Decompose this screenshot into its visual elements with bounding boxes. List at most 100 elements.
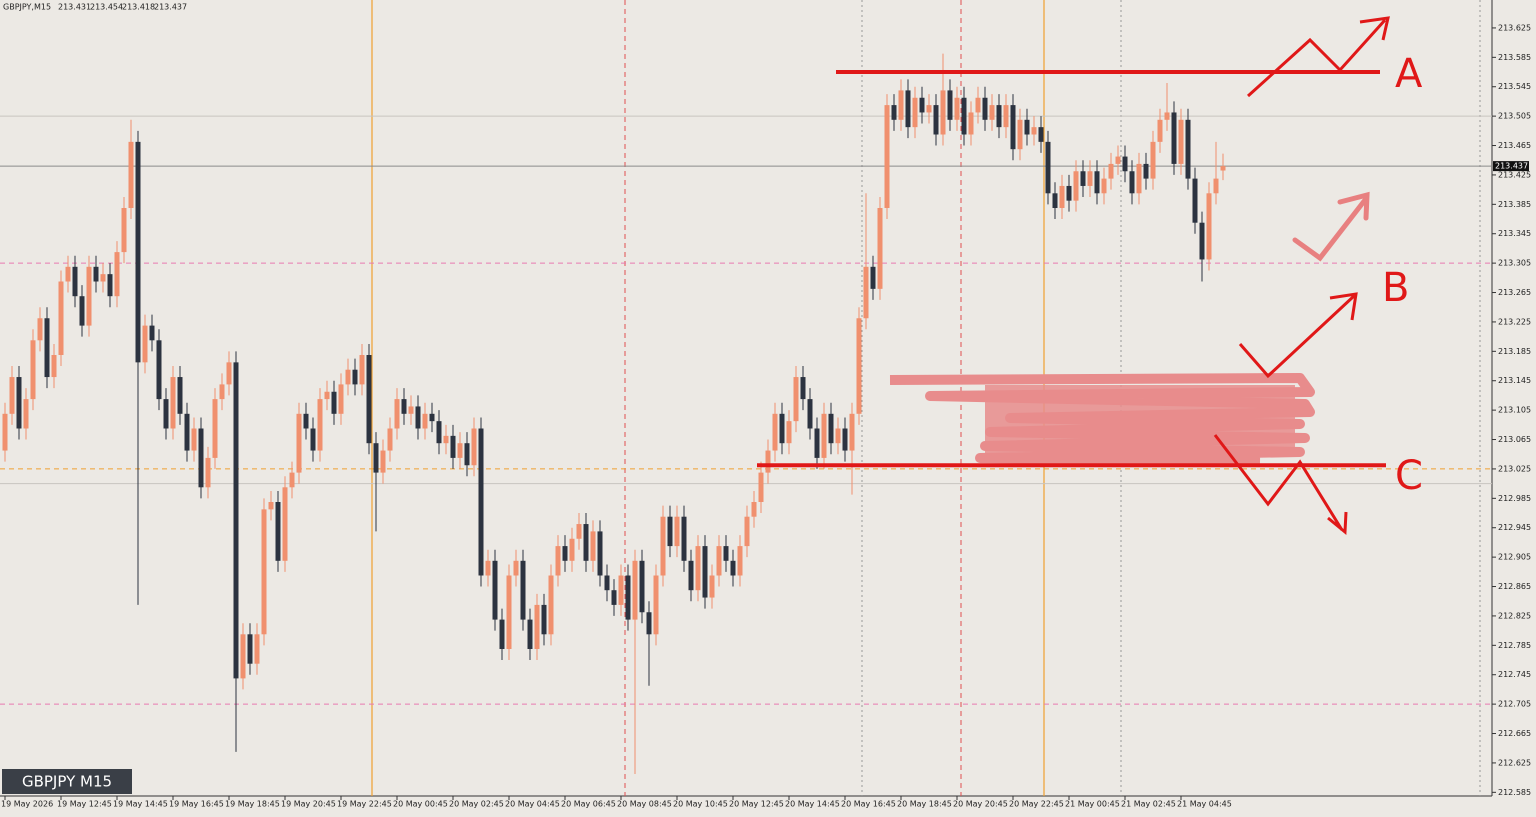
candle-body — [373, 443, 379, 473]
candle-body — [863, 266, 869, 319]
candle-body — [492, 560, 498, 620]
candle-body — [107, 274, 113, 297]
header-close: 213.437 — [154, 3, 187, 12]
candle-body — [1157, 119, 1163, 142]
candle-body — [9, 377, 15, 414]
candle-body — [681, 516, 687, 561]
candle-body — [429, 413, 435, 422]
candle-body — [506, 575, 512, 650]
candle-body — [828, 413, 834, 444]
x-tick-label: 20 May 16:45 — [841, 800, 896, 809]
candle-body — [170, 377, 176, 429]
candle-body — [191, 428, 197, 451]
x-tick-label: 20 May 00:45 — [393, 800, 448, 809]
candle-body — [884, 105, 890, 209]
candle-body — [716, 546, 722, 576]
candle-body — [436, 421, 442, 444]
current-price-tag — [1493, 161, 1529, 172]
x-tick-label: 20 May 12:45 — [729, 800, 784, 809]
candle-body — [1136, 163, 1142, 194]
x-tick-label: 19 May 2026 — [1, 800, 53, 809]
candle-body — [331, 391, 337, 414]
candle-body — [520, 560, 526, 620]
candle-body — [527, 619, 533, 650]
candle-body — [282, 487, 288, 561]
candle-body — [198, 428, 204, 488]
candle-body — [709, 575, 715, 598]
candle-body — [1199, 222, 1205, 260]
candle-body — [695, 546, 701, 591]
candle-body — [604, 575, 610, 591]
candle-body — [1010, 105, 1016, 150]
candle-body — [499, 619, 505, 650]
candle-body — [842, 428, 848, 451]
header-low: 213.418 — [122, 3, 155, 12]
marks: 213.625 213.585 213.545 213.505 213.465 213.4… — [0, 23, 1531, 809]
y-tick-label: 212.785 — [1498, 641, 1531, 650]
candle-body — [1017, 119, 1023, 150]
candle-body — [247, 634, 253, 664]
candle-body — [457, 443, 463, 458]
candle-body — [58, 281, 64, 356]
current-price-label: 213.437 — [1495, 162, 1528, 171]
candle-body — [534, 604, 540, 650]
y-tick-label: 213.145 — [1498, 376, 1531, 385]
candle-body — [975, 97, 981, 113]
y-tick-label: 212.625 — [1498, 758, 1531, 767]
x-tick-label: 19 May 20:45 — [281, 800, 336, 809]
x-tick-label: 19 May 16:45 — [169, 800, 224, 809]
x-tick-label: 20 May 06:45 — [561, 800, 616, 809]
candle-body — [135, 141, 141, 363]
candle-body — [786, 421, 792, 444]
candle-body — [422, 413, 428, 429]
candle-body — [156, 340, 162, 400]
candle-body — [359, 355, 365, 385]
candle-body — [79, 296, 85, 326]
candle-body — [296, 413, 302, 473]
y-tick-label: 213.465 — [1498, 141, 1531, 150]
candle-body — [72, 266, 78, 297]
y-tick-label: 213.025 — [1498, 464, 1531, 473]
candle-body — [1115, 156, 1121, 164]
candle-body — [856, 318, 862, 414]
candle-body — [660, 516, 666, 576]
candle-body — [163, 399, 169, 429]
candle-body — [793, 377, 799, 422]
candle-body — [23, 399, 29, 429]
candle-body — [219, 384, 225, 400]
header-high: 213.454 — [90, 3, 123, 12]
candle-body — [723, 546, 729, 561]
candle-body — [1087, 171, 1093, 186]
candle-body — [1066, 185, 1072, 201]
candle-body — [926, 105, 932, 113]
candle-body — [807, 399, 813, 429]
candle-body — [1073, 171, 1079, 201]
candle-body — [408, 406, 414, 414]
candle-body — [1108, 163, 1114, 179]
x-tick-label: 20 May 18:45 — [897, 800, 952, 809]
candle-body — [226, 362, 232, 385]
candle-body — [1059, 185, 1065, 209]
candle-body — [961, 97, 967, 135]
y-tick-label: 213.185 — [1498, 347, 1531, 356]
candle-body — [674, 516, 680, 547]
y-tick-label: 213.105 — [1498, 406, 1531, 415]
arrow — [1213, 434, 1348, 536]
candle-body — [261, 509, 267, 635]
candle-body — [1101, 178, 1107, 194]
candle-body — [30, 340, 36, 400]
candle-body — [268, 502, 274, 510]
x-tick-label: 19 May 14:45 — [113, 800, 168, 809]
candle-body — [1150, 141, 1156, 179]
candle-body — [177, 377, 183, 414]
candle-body — [1080, 171, 1086, 186]
candle-body — [1206, 193, 1212, 260]
candle-body — [1031, 127, 1037, 135]
candle-body — [415, 406, 421, 429]
candle-body — [450, 435, 456, 458]
candle-body — [765, 450, 771, 473]
candle-body — [849, 413, 855, 451]
candle-body — [800, 377, 806, 400]
candle-body — [730, 560, 736, 576]
x-tick-label: 20 May 02:45 — [449, 800, 504, 809]
